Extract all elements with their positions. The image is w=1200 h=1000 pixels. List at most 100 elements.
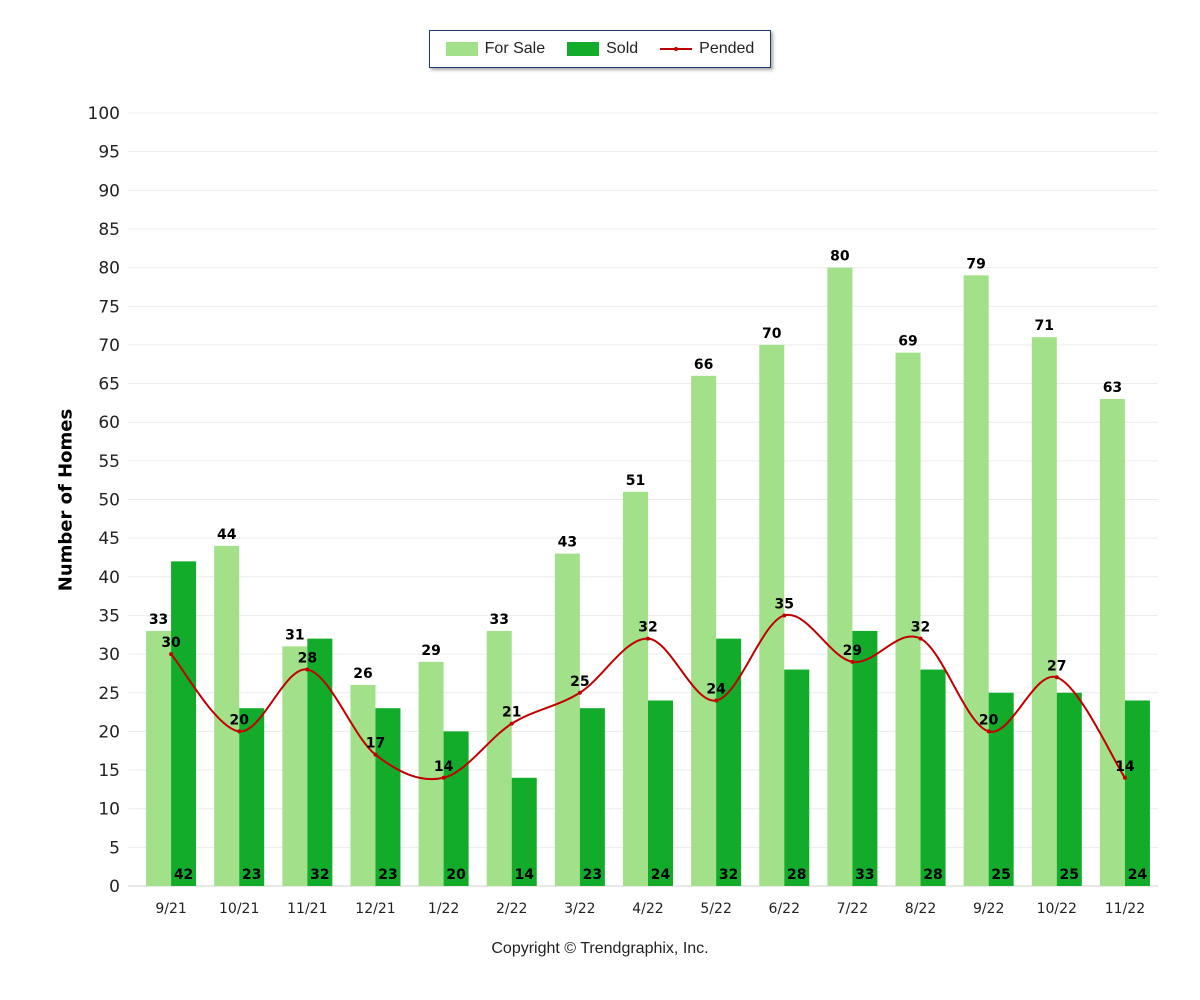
bar-sold	[511, 777, 537, 886]
pended-point	[782, 613, 787, 618]
data-label-for-sale: 71	[1035, 318, 1054, 334]
pended-point	[1122, 775, 1127, 780]
y-tick-label: 90	[98, 181, 120, 201]
bar-sold	[443, 731, 469, 886]
bar-sold	[648, 700, 673, 886]
y-tick-label: 50	[98, 491, 120, 511]
data-label-pended: 17	[366, 736, 385, 752]
data-label-pended: 25	[570, 674, 589, 690]
data-label-for-sale: 79	[966, 256, 985, 272]
y-tick-label: 65	[98, 375, 120, 395]
y-tick-label: 70	[98, 336, 120, 356]
y-tick-label: 25	[98, 684, 120, 704]
data-label-pended: 14	[1115, 759, 1135, 775]
data-label-pended: 32	[911, 620, 930, 636]
x-tick-label: 9/22	[973, 901, 1004, 917]
data-label-for-sale: 51	[626, 473, 645, 489]
data-label-for-sale: 26	[353, 666, 372, 682]
x-tick-label: 1/22	[428, 901, 459, 917]
data-label-pended: 30	[161, 635, 181, 651]
x-tick-label: 10/22	[1037, 901, 1077, 917]
pended-line	[170, 613, 1126, 781]
data-label-sold: 24	[651, 867, 671, 883]
y-tick-label: 5	[109, 838, 120, 858]
bar-sold	[920, 669, 946, 886]
data-label-sold: 25	[1060, 867, 1079, 883]
y-tick-label: 60	[98, 413, 120, 433]
bar-sold	[1056, 692, 1082, 886]
legend-swatch-for-sale	[445, 42, 478, 56]
data-label-for-sale: 31	[285, 627, 304, 643]
bar-sold	[375, 708, 401, 886]
bar-sold	[852, 630, 878, 886]
data-label-for-sale: 44	[217, 527, 237, 543]
data-label-pended: 35	[775, 596, 794, 612]
data-label-for-sale: 63	[1103, 380, 1122, 396]
legend-item-for-sale[interactable]: For Sale	[445, 40, 545, 58]
bar-for-sale	[827, 267, 853, 887]
data-label-pended: 29	[843, 643, 862, 659]
data-label-sold: 23	[242, 867, 261, 883]
x-tick-label: 8/22	[905, 901, 936, 917]
legend-item-pended[interactable]: Pended	[660, 40, 754, 58]
data-label-sold: 28	[923, 867, 942, 883]
x-tick-label: 12/21	[355, 901, 395, 917]
bar-for-sale	[486, 630, 512, 886]
data-label-for-sale: 33	[489, 612, 508, 628]
data-label-for-sale: 43	[558, 535, 577, 551]
bar-sold	[171, 561, 197, 886]
bar-for-sale	[554, 553, 580, 886]
bar-sold	[716, 638, 742, 886]
bar-for-sale	[691, 375, 717, 886]
pended-point	[305, 667, 310, 672]
data-label-for-sale: 80	[830, 249, 850, 265]
bar-for-sale	[418, 661, 444, 886]
data-label-sold: 28	[787, 867, 806, 883]
y-tick-label: 55	[98, 452, 120, 472]
data-label-pended: 21	[502, 705, 521, 721]
pended-point	[237, 729, 242, 734]
pended-point	[714, 698, 719, 703]
x-tick-label: 11/22	[1105, 901, 1145, 917]
data-label-pended: 32	[638, 620, 657, 636]
chart-legend: For Sale Sold Pended	[429, 30, 771, 68]
x-tick-label: 4/22	[632, 901, 663, 917]
pended-point	[850, 659, 855, 664]
y-tick-label: 75	[98, 297, 120, 317]
pended-point	[373, 752, 378, 757]
data-label-sold: 20	[446, 867, 466, 883]
legend-item-sold[interactable]: Sold	[567, 40, 638, 58]
x-tick-label: 11/21	[287, 901, 327, 917]
data-label-sold: 23	[583, 867, 602, 883]
y-tick-label: 20	[98, 722, 120, 742]
data-label-sold: 42	[174, 867, 193, 883]
data-label-pended: 20	[229, 712, 249, 728]
data-label-pended: 28	[298, 651, 317, 667]
copyright-text: Copyright © Trendgraphix, Inc.	[491, 940, 709, 957]
data-label-for-sale: 33	[149, 612, 168, 628]
y-tick-label: 80	[98, 259, 120, 279]
x-tick-label: 9/21	[155, 901, 186, 917]
bar-sold	[239, 708, 265, 886]
y-tick-label: 40	[98, 568, 120, 588]
y-tick-label: 10	[98, 800, 120, 820]
legend-swatch-sold	[567, 42, 600, 56]
data-label-pended: 14	[434, 759, 454, 775]
data-label-sold: 33	[855, 867, 874, 883]
bar-for-sale	[759, 344, 785, 886]
pended-point	[577, 690, 582, 695]
pended-point	[441, 775, 446, 780]
bar-sold	[307, 638, 333, 886]
data-label-sold: 23	[378, 867, 397, 883]
x-tick-label: 7/22	[837, 901, 868, 917]
bar-sold	[579, 708, 605, 886]
legend-label-pended: Pended	[699, 40, 755, 57]
x-tick-label: 5/22	[700, 901, 731, 917]
x-tick-label: 2/22	[496, 901, 527, 917]
y-tick-label: 0	[109, 877, 120, 897]
pended-point	[169, 652, 174, 657]
y-tick-label: 95	[98, 143, 120, 163]
y-tick-label: 45	[98, 529, 120, 549]
bar-sold	[1124, 700, 1150, 886]
pended-point	[509, 721, 514, 726]
